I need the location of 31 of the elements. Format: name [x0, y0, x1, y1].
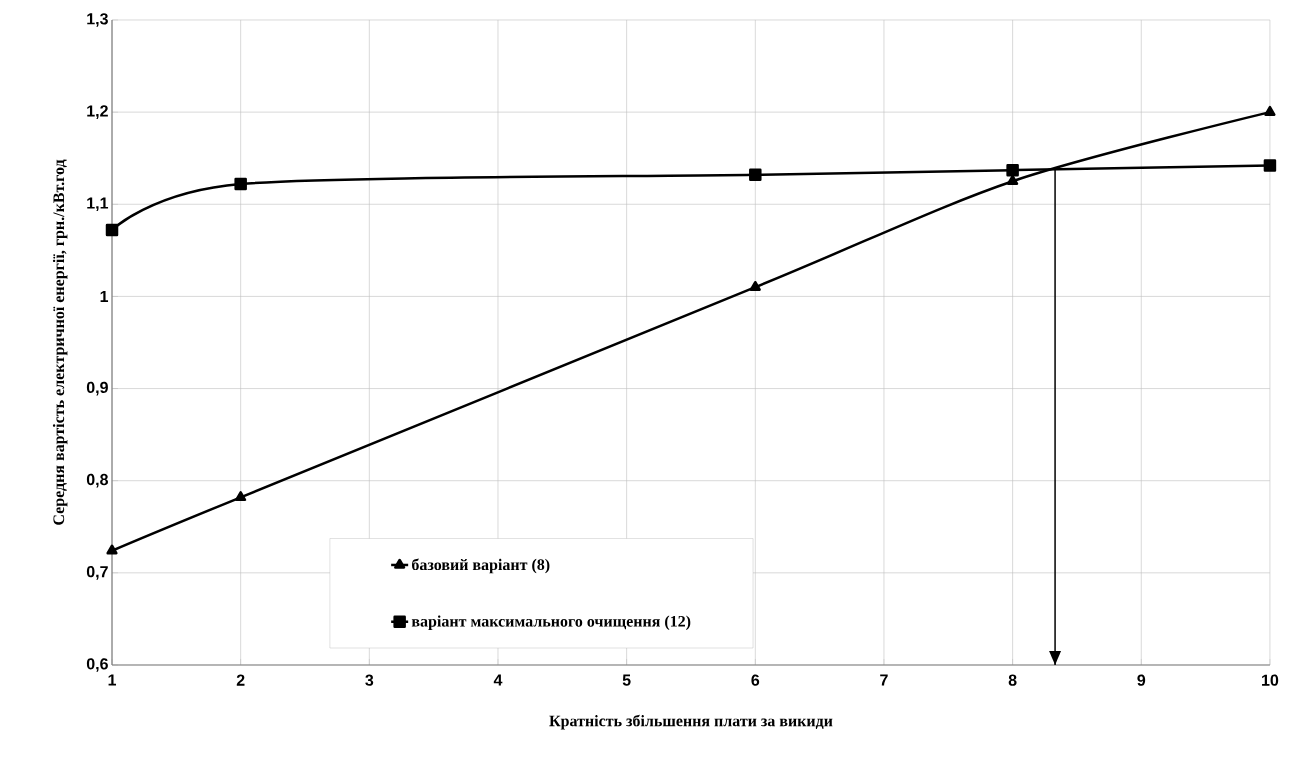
y-tick-label: 0,8	[86, 473, 108, 488]
x-tick-label: 5	[622, 674, 631, 686]
y-tick-label: 0,9	[86, 381, 108, 396]
point	[105, 223, 119, 237]
x-tick-label: 7	[880, 674, 888, 686]
point	[106, 544, 118, 555]
point	[749, 280, 761, 291]
x-axis-title: Кратність збільшення плати за викиди	[549, 714, 833, 730]
x-tick-label: 4	[493, 674, 503, 686]
y-tick-label: 1,3	[87, 13, 108, 27]
legend-label: базовий варіант (8)	[412, 558, 550, 574]
x-tick-label: 2	[236, 674, 245, 686]
point	[234, 177, 247, 191]
x-tick-label: 3	[365, 674, 374, 686]
y-tick-label: 0,7	[86, 566, 108, 580]
x-tick-label: 10	[1262, 674, 1279, 686]
x-tick-label: 9	[1137, 674, 1146, 686]
point	[1264, 105, 1276, 116]
point	[235, 491, 247, 502]
point	[1006, 163, 1019, 177]
x-tick-label: 6	[751, 674, 760, 686]
y-axis-title: Середня вартість електричної енергії, грн./кВт.год	[52, 159, 68, 525]
x-tick-label: 1	[108, 674, 117, 686]
y-tick-label: 1,1	[87, 197, 109, 212]
legend-label: варіант максимального очищення (12)	[411, 615, 691, 630]
y-tick-label: 0,6	[86, 658, 108, 672]
point	[1263, 159, 1277, 172]
y-tick-label: 1,2	[87, 105, 108, 119]
x-tick-label: 8	[1008, 674, 1017, 686]
point	[749, 168, 762, 182]
y-tick-label: 1	[100, 290, 109, 302]
